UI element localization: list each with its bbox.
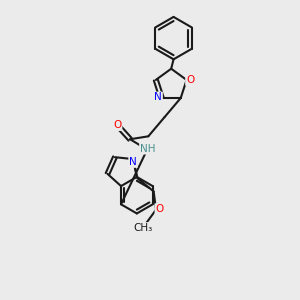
Text: O: O [113,120,122,130]
Text: N: N [154,92,162,102]
Text: O: O [186,75,194,85]
Text: N: N [129,157,137,167]
Text: O: O [155,204,164,214]
Text: NH: NH [140,144,155,154]
Text: CH₃: CH₃ [134,223,153,233]
